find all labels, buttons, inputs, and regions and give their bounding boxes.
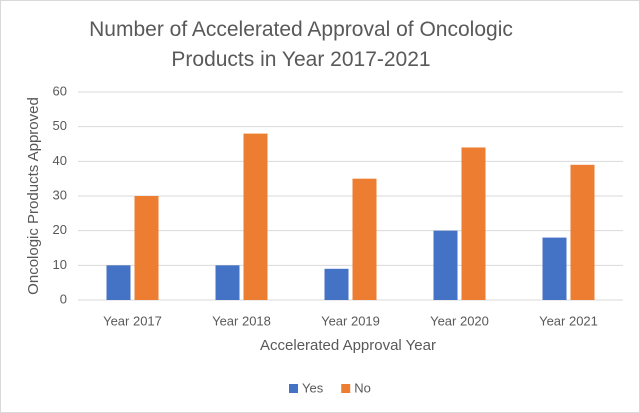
bar [433,230,458,300]
x-tick-label: Year 2020 [430,313,489,328]
legend-label: No [354,380,371,395]
chart-title: Number of Accelerated Approval of Oncolo… [89,18,513,71]
y-tick-label: 10 [53,257,67,272]
x-axis-label: Accelerated Approval Year [260,337,436,354]
bar [324,268,349,300]
x-tick-label: Year 2017 [103,313,162,328]
bar [352,178,377,300]
y-tick-label: 50 [53,118,67,133]
x-tick-label: Year 2019 [321,313,380,328]
bar [461,147,486,300]
bar [243,133,268,300]
y-tick-label: 20 [53,222,67,237]
legend-label: Yes [302,380,324,395]
bar [215,265,240,300]
legend-swatch [341,384,351,393]
y-tick-label: 30 [53,187,67,202]
bar [570,164,595,300]
bar [542,237,567,300]
y-tick-label: 40 [53,153,67,168]
x-tick-label: Year 2018 [212,313,271,328]
y-tick-label: 60 [53,83,67,98]
bar [134,196,159,300]
y-axis-label: Oncologic Products Approved [25,97,42,295]
bar [106,265,131,300]
y-tick-label: 0 [60,291,67,306]
x-tick-label: Year 2021 [539,313,598,328]
legend-swatch [289,384,298,393]
